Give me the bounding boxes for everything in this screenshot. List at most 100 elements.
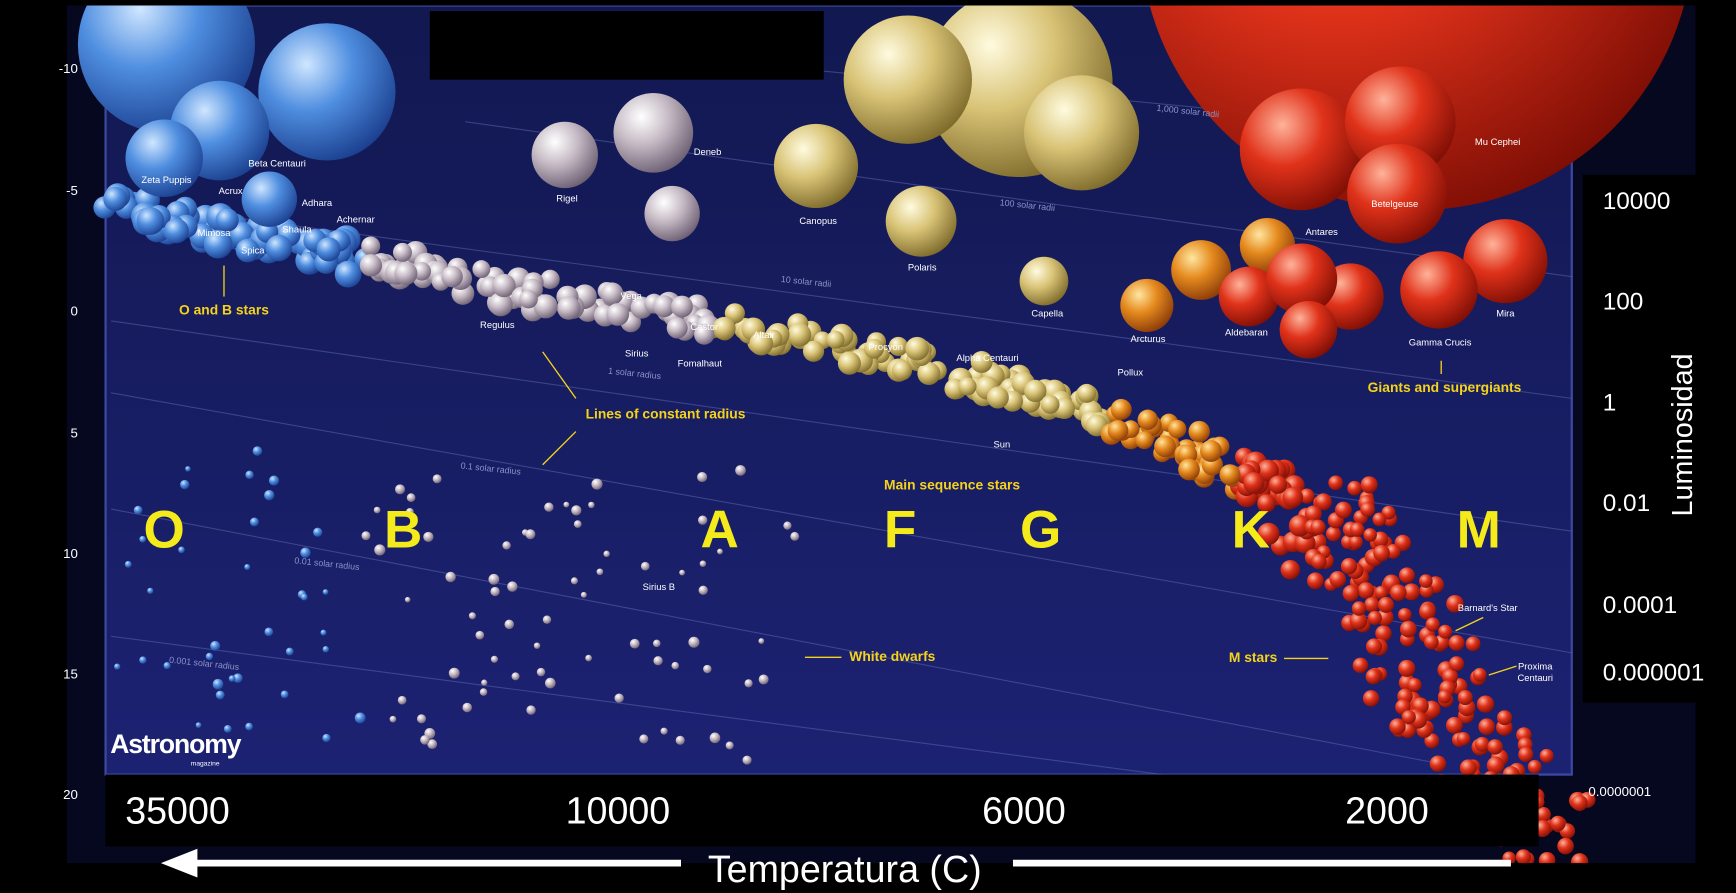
white-dwarf — [180, 479, 190, 490]
white-dwarf — [790, 531, 800, 541]
star — [1364, 597, 1380, 613]
bottom-tick-label: 2000 — [1345, 789, 1429, 831]
star — [1360, 502, 1375, 517]
white-dwarf — [212, 678, 224, 690]
star — [492, 273, 516, 298]
annotation: Main sequence stars — [884, 476, 1020, 492]
white-dwarf — [228, 675, 236, 682]
star — [671, 295, 693, 318]
giant-star — [613, 92, 694, 173]
white-dwarf — [504, 619, 515, 630]
star-label: Barnard's Star — [1458, 602, 1518, 613]
star-label: Regulus — [480, 319, 515, 330]
giant-star — [1120, 278, 1174, 332]
white-dwarf — [205, 652, 214, 661]
star — [488, 292, 513, 317]
star — [1407, 677, 1422, 692]
star-label: Mu Cephei — [1475, 136, 1520, 147]
white-dwarf — [697, 471, 708, 483]
star-label: Mimosa — [198, 227, 232, 238]
white-dwarf — [698, 585, 708, 595]
star — [724, 303, 745, 324]
left-tick-label: 20 — [63, 787, 78, 802]
giant-star — [1400, 251, 1478, 329]
white-dwarf — [596, 568, 604, 576]
star — [359, 254, 383, 277]
star — [1306, 572, 1324, 590]
white-dwarf — [210, 640, 221, 651]
white-dwarf — [389, 715, 397, 723]
star — [316, 237, 341, 262]
star-label: Procyon — [868, 341, 902, 352]
star — [970, 351, 993, 373]
star — [1334, 501, 1352, 519]
star — [1518, 746, 1534, 762]
star — [958, 377, 977, 396]
white-dwarf — [404, 596, 411, 603]
star-label: Capella — [1031, 308, 1064, 319]
star-label: Betelgeuse — [1371, 198, 1418, 209]
star — [802, 340, 825, 362]
bottom-tick-label: 10000 — [566, 789, 671, 831]
star — [1459, 759, 1477, 777]
star — [1328, 475, 1343, 491]
white-dwarf — [526, 705, 536, 715]
star — [533, 294, 558, 319]
white-dwarf — [322, 733, 331, 743]
star-label: Fomalhaut — [678, 358, 723, 369]
annotation-arrow — [1488, 665, 1517, 676]
white-dwarf — [544, 677, 556, 689]
star — [694, 324, 715, 345]
star — [1539, 748, 1554, 763]
giant-star — [773, 123, 859, 209]
star — [1365, 638, 1383, 655]
star — [1472, 667, 1487, 682]
white-dwarf — [215, 690, 225, 700]
annotation: M stars — [1229, 649, 1278, 665]
star — [1437, 689, 1452, 704]
star — [1282, 487, 1304, 508]
star — [1257, 459, 1279, 482]
star-label: Acrux — [219, 185, 243, 196]
star — [1024, 379, 1047, 403]
star — [1399, 620, 1417, 638]
white-dwarf — [406, 493, 416, 502]
star — [1349, 612, 1368, 630]
star — [1557, 837, 1574, 855]
star — [1378, 596, 1394, 613]
right-tick-label: 0.000001 — [1603, 659, 1704, 686]
star-label: Shaula — [282, 224, 312, 235]
star — [1347, 480, 1362, 496]
star — [1374, 585, 1388, 599]
star — [1329, 570, 1347, 588]
star — [1571, 853, 1589, 864]
annotation-arrow — [1455, 616, 1484, 632]
star — [1424, 733, 1440, 749]
star — [1363, 528, 1377, 542]
white-dwarf — [675, 735, 685, 745]
star — [1342, 584, 1360, 602]
star-label: Proxima — [1518, 661, 1553, 672]
white-dwarf — [233, 673, 243, 683]
white-dwarf — [300, 547, 311, 558]
spectral-class: A — [701, 500, 739, 559]
white-dwarf — [475, 630, 485, 640]
white-dwarf — [688, 636, 700, 648]
star — [1398, 567, 1415, 584]
star — [394, 261, 418, 285]
star — [1107, 420, 1129, 441]
white-dwarf — [709, 732, 721, 744]
star — [1425, 617, 1440, 632]
white-dwarf — [114, 663, 121, 670]
white-dwarf — [245, 470, 254, 480]
left-tick-label: 15 — [63, 667, 78, 682]
star — [1401, 710, 1416, 725]
white-dwarf — [285, 647, 294, 656]
star-label: Rigel — [556, 193, 577, 204]
star — [1280, 560, 1301, 580]
star-label: Adhara — [302, 197, 333, 208]
left-tick-label: -5 — [66, 183, 78, 198]
white-dwarf — [591, 478, 603, 490]
star — [1310, 519, 1326, 535]
